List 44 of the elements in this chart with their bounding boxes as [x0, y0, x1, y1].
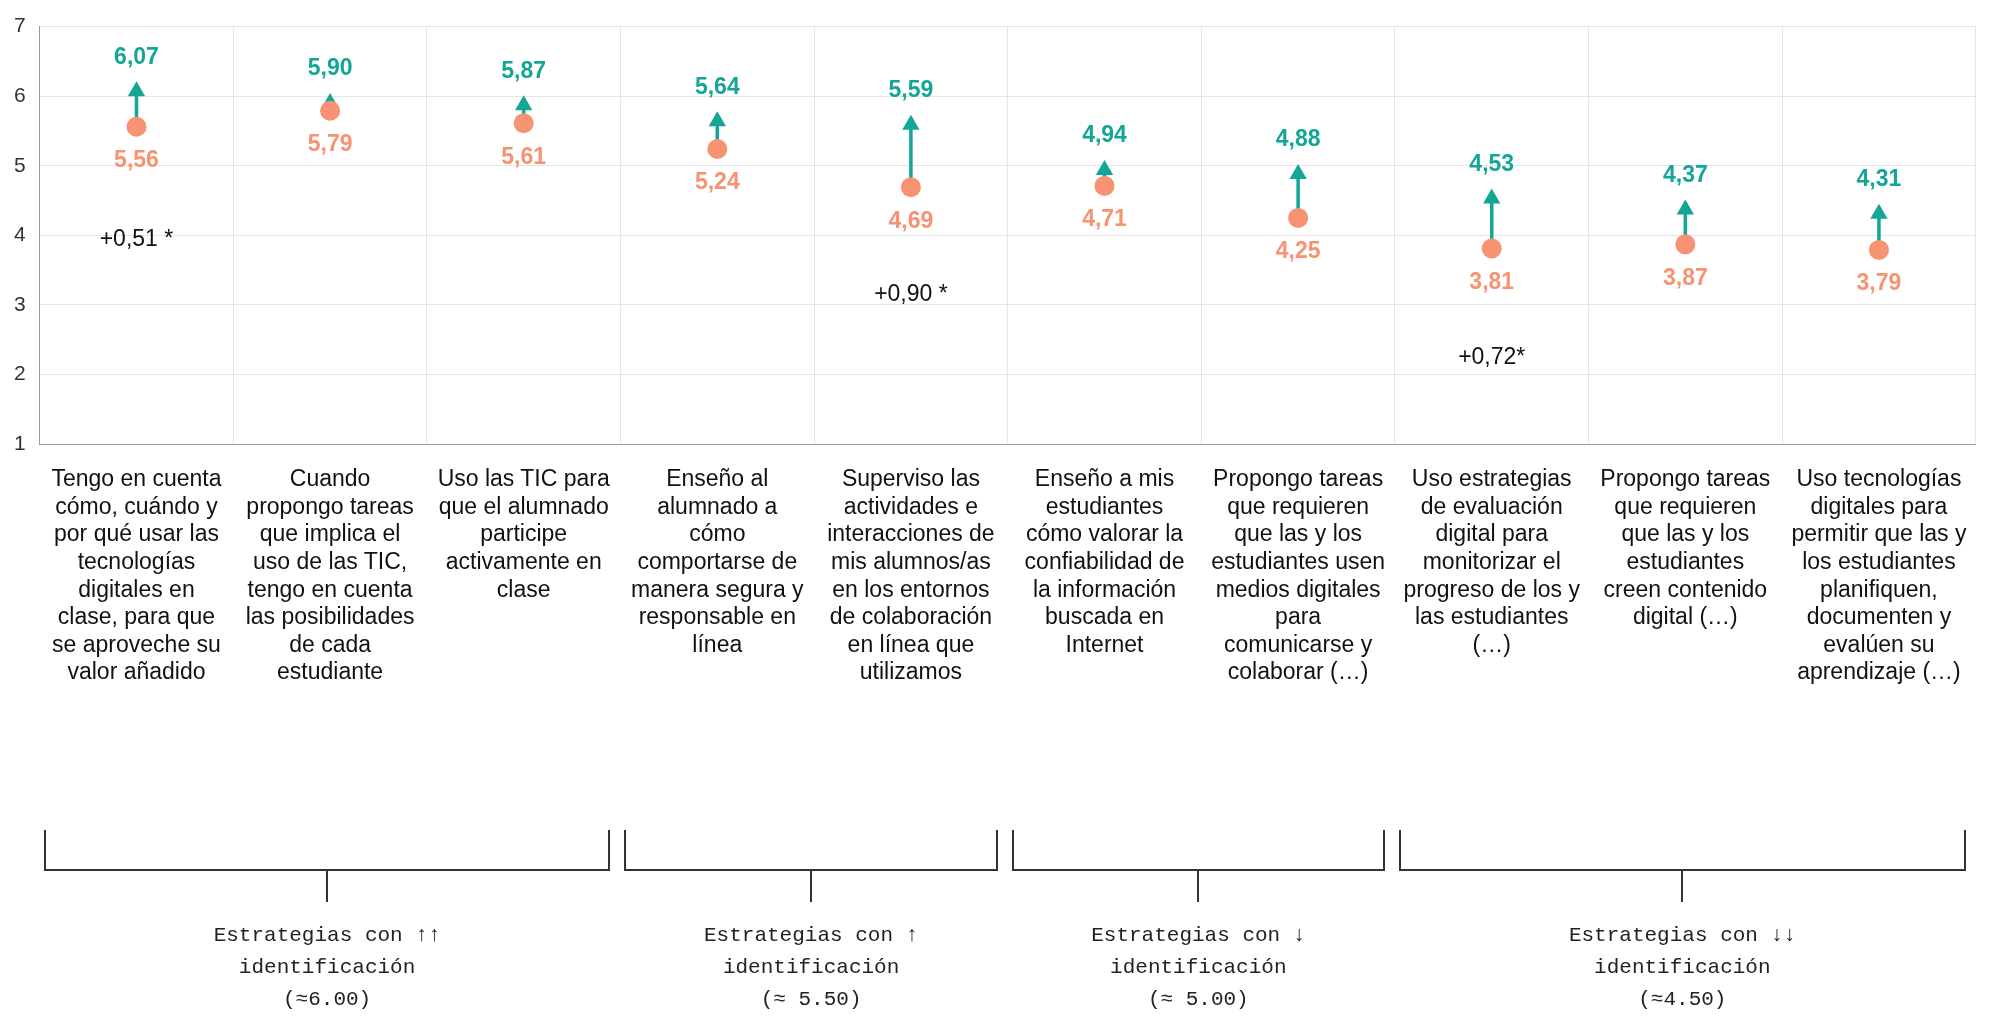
- data-label: 5,90: [307, 54, 353, 81]
- x-tick-label: Uso las TIC para que el alumnado participe activamente en clase: [437, 465, 610, 602]
- data-label: 4,31: [1856, 165, 1902, 192]
- annotation: +0,72*: [1457, 343, 1527, 370]
- data-label: 5,56: [114, 146, 159, 173]
- data-label: 4,71: [1082, 205, 1128, 232]
- x-tick-label: Superviso las actividades e interacciones de mis alumnos/as en los entornos de colaboración en línea que utilizamos: [827, 465, 995, 685]
- data-label: 4,69: [888, 206, 934, 233]
- data-label: 3,87: [1662, 263, 1708, 290]
- text: Estrategias con ↓ identificación (≈ 5.00): [1090, 923, 1307, 1013]
- data-label: 5,59: [888, 76, 934, 103]
- x-tick-label: Propongo tareas que requieren que las y los estudiantes creen contenido digital (…): [1600, 465, 1771, 630]
- y-tick-label: 7: [13, 13, 26, 37]
- annotation: +0,51 *: [98, 225, 175, 252]
- text: Estrategias con ↓↓ identificación (≈4.50): [1567, 923, 1797, 1013]
- x-tick-label: Cuando propongo tareas que implica el uso de las TIC, tengo en cuenta las posibilidades de cada estudiante: [245, 465, 415, 685]
- y-tick-label: 3: [13, 291, 26, 315]
- x-tick-label: Uso estrategias de evaluación digital para monitorizar el progreso de los y las estudiantes (…): [1403, 465, 1581, 657]
- annotation: +0,90 *: [873, 280, 949, 307]
- x-tick-label: Uso tecnologías digitales para permitir que las y los estudiantes planifiquen, documenten y evalúen su aprendizaje (…): [1791, 465, 1967, 685]
- data-label: 3,81: [1469, 267, 1515, 294]
- data-label: 5,87: [501, 56, 547, 83]
- data-label: 5,79: [307, 130, 353, 157]
- data-label: 4,94: [1082, 121, 1128, 148]
- text: Estrategias con ↑ identificación (≈ 5.50): [702, 923, 920, 1013]
- y-tick-label: 2: [13, 361, 26, 385]
- data-label: 5,24: [694, 168, 740, 195]
- data-label: 6,07: [114, 42, 159, 69]
- y-tick-label: 4: [13, 222, 26, 246]
- data-label: 4,53: [1469, 149, 1515, 176]
- data-label: 4,37: [1662, 160, 1708, 187]
- data-label: 4,88: [1275, 125, 1321, 152]
- x-tick-label: Propongo tareas que requieren que las y los estudiantes usen medios digitales para comunicarse y colaborar (…): [1211, 465, 1386, 685]
- data-label: 3,79: [1856, 269, 1902, 296]
- text: Estrategias con ↑↑ identificación (≈6.00): [212, 923, 442, 1013]
- y-tick-label: 1: [13, 430, 26, 454]
- y-tick-label: 6: [13, 82, 26, 106]
- data-label: 5,64: [694, 72, 740, 99]
- x-tick-label: Enseño al alumnado a cómo comportarse de manera segura y responsable en línea: [631, 465, 805, 657]
- y-tick-label: 5: [13, 152, 26, 176]
- x-tick-label: Tengo en cuenta cómo, cuándo y por qué usar las tecnologías digitales en clase, para que se aproveche su valor añadido: [51, 465, 222, 685]
- data-label: 4,25: [1275, 237, 1321, 264]
- data-label: 5,61: [501, 142, 547, 169]
- x-tick-label: Enseño a mis estudiantes cómo valorar la confiabilidad de la información buscada en Internet: [1024, 465, 1185, 657]
